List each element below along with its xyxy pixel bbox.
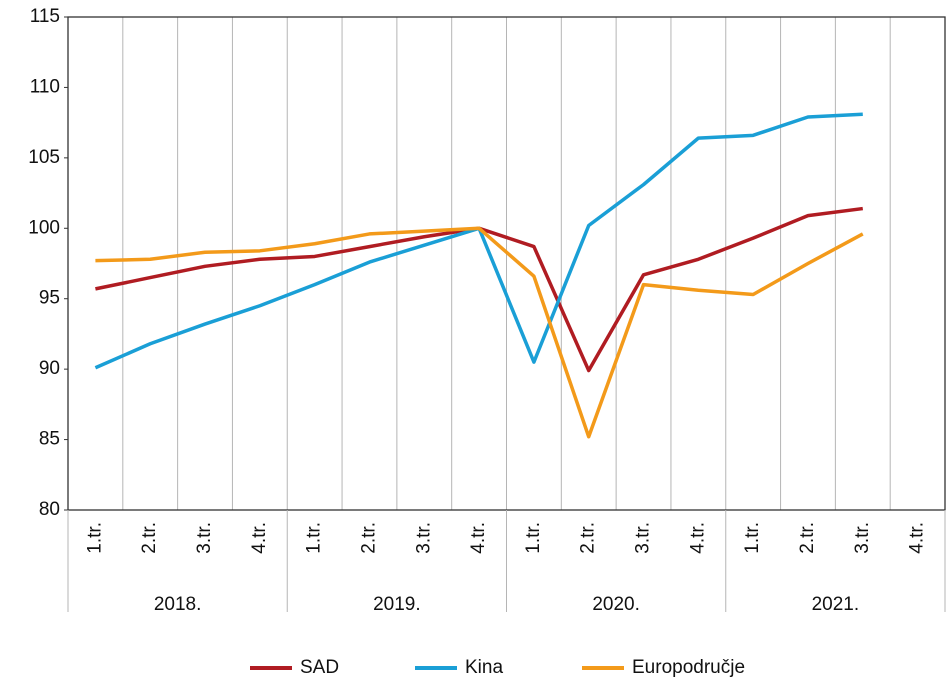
y-tick-label: 100 xyxy=(28,217,60,238)
legend-label: Europodručje xyxy=(632,657,745,678)
x-tick-label: 1.tr. xyxy=(84,522,105,554)
x-tick-label: 4.tr. xyxy=(907,522,928,554)
x-tick-label: 1.tr. xyxy=(304,522,325,554)
y-tick-label: 115 xyxy=(30,6,60,27)
group-label: 2021. xyxy=(812,594,860,615)
x-tick-label: 3.tr. xyxy=(194,522,215,554)
x-tick-label: 1.tr. xyxy=(742,522,763,554)
x-tick-label: 1.tr. xyxy=(523,522,544,554)
x-tick-label: 2.tr. xyxy=(358,522,379,554)
x-tick-label: 2.tr. xyxy=(578,522,599,554)
group-label: 2018. xyxy=(154,594,202,615)
y-tick-label: 90 xyxy=(39,358,60,379)
y-tick-label: 85 xyxy=(39,429,60,450)
y-tick-label: 105 xyxy=(28,147,60,168)
x-tick-label: 2.tr. xyxy=(139,522,160,554)
x-tick-label: 2.tr. xyxy=(797,522,818,554)
y-tick-label: 110 xyxy=(30,76,60,97)
group-label: 2019. xyxy=(373,594,421,615)
x-tick-label: 3.tr. xyxy=(852,522,873,554)
x-tick-label: 4.tr. xyxy=(468,522,489,554)
x-tick-label: 3.tr. xyxy=(633,522,654,554)
legend-label: SAD xyxy=(300,657,339,678)
x-tick-label: 3.tr. xyxy=(413,522,434,554)
y-tick-label: 95 xyxy=(39,288,60,309)
line xyxy=(95,226,864,439)
group-label: 2020. xyxy=(592,594,640,615)
x-tick-label: 4.tr. xyxy=(249,522,270,554)
y-tick-label: 80 xyxy=(39,499,60,520)
x-tick-label: 4.tr. xyxy=(687,522,708,554)
legend-label: Kina xyxy=(465,657,503,678)
